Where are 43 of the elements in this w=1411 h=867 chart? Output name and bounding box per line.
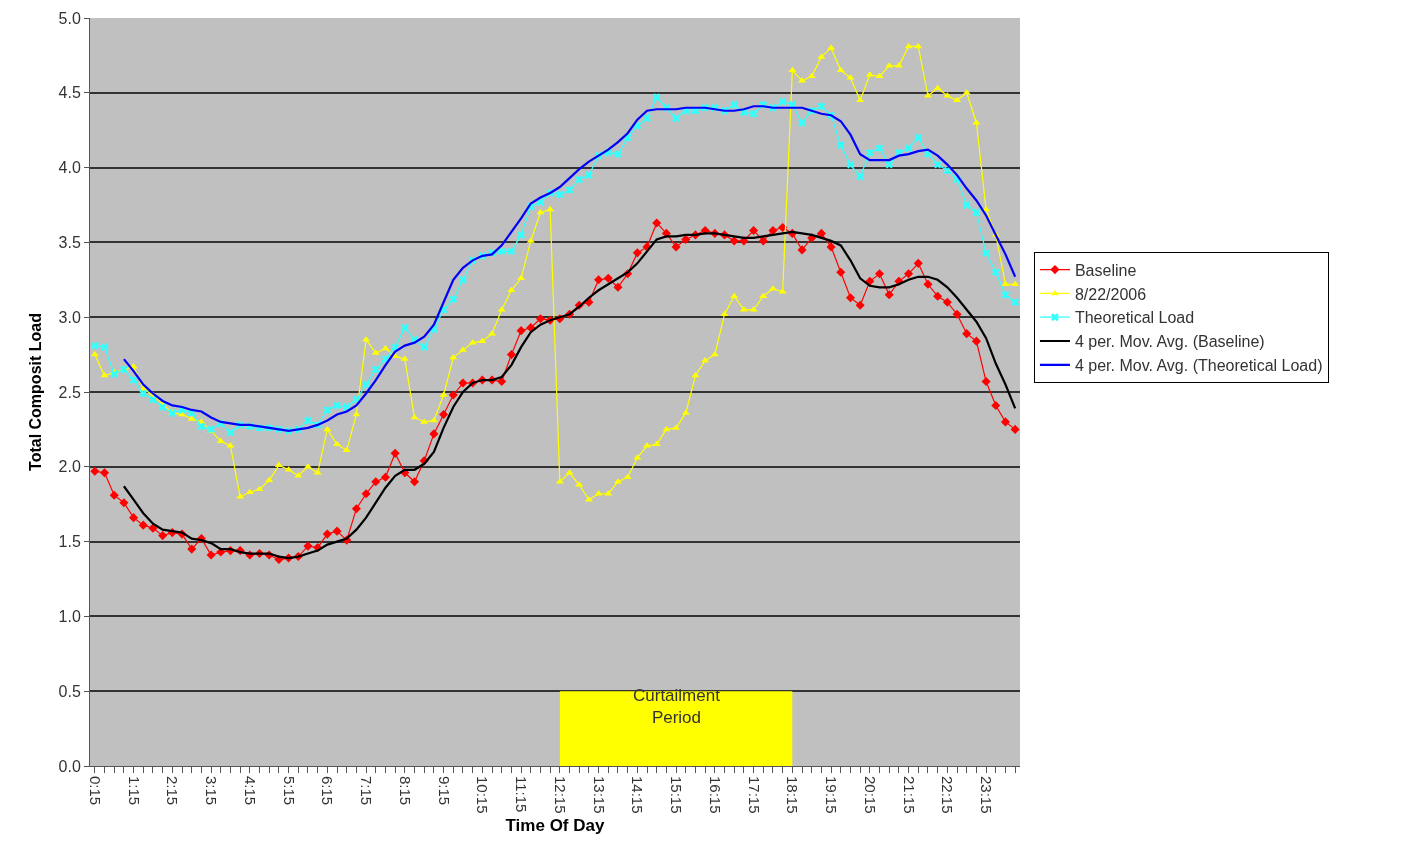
x-tick-label: 18:15 <box>784 776 802 814</box>
legend-label: 8/22/2006 <box>1074 285 1147 303</box>
x-axis-title: Time Of Day <box>505 815 605 835</box>
x-tick-label: 15:15 <box>668 776 686 814</box>
x-tick-label: 11:15 <box>513 776 531 813</box>
x-tick-label: 14:15 <box>629 776 647 814</box>
y-tick-label: 2.5 <box>58 383 81 401</box>
y-tick-label: 5.0 <box>58 9 81 27</box>
y-tick-label: 1.5 <box>58 533 81 551</box>
y-tick-label: 1.0 <box>58 608 81 625</box>
x-tick-label: 7:15 <box>358 776 376 806</box>
y-tick-label: 0.0 <box>58 757 81 775</box>
legend-label: Baseline <box>1074 261 1137 279</box>
x-tick-label: 22:15 <box>939 776 957 814</box>
x-tick-label: 2:15 <box>164 776 182 806</box>
band-label: Curtailment Period <box>633 686 721 728</box>
y-tick-label: 3.0 <box>58 308 81 326</box>
y-axis-title: Total Composit Load <box>27 313 45 471</box>
legend-label: Theoretical Load <box>1074 309 1195 327</box>
y-tick-label: 4.0 <box>58 159 81 177</box>
x-tick-label: 23:15 <box>978 776 996 814</box>
x-tick-label: 10:15 <box>474 776 492 814</box>
x-tick-label: 1:15 <box>125 776 143 806</box>
x-tick-label: 9:15 <box>435 776 453 806</box>
x-tick-label: 3:15 <box>203 776 221 806</box>
x-tick-label: 5:15 <box>280 776 298 806</box>
legend-label: 4 per. Mov. Avg. (Baseline) <box>1074 333 1265 351</box>
x-tick-label: 12:15 <box>551 776 569 814</box>
x-tick-label: 17:15 <box>745 776 763 814</box>
y-tick-label: 3.5 <box>58 234 81 251</box>
x-tick-label: 6:15 <box>319 776 337 806</box>
y-tick-label: 0.5 <box>58 682 81 700</box>
x-tick-label: 19:15 <box>823 776 841 814</box>
x-tick-label: 21:15 <box>900 776 918 814</box>
legend-label: 4 per. Mov. Avg. (Theoretical Load) <box>1074 357 1323 375</box>
x-tick-label: 4:15 <box>241 776 259 806</box>
x-tick-label: 13:15 <box>590 776 608 814</box>
y-tick-label: 2.0 <box>58 458 81 476</box>
y-tick-label: 4.5 <box>58 84 81 102</box>
x-tick-label: 20:15 <box>861 776 879 814</box>
x-tick-label: 16:15 <box>706 776 724 814</box>
x-tick-label: 0:15 <box>86 776 104 806</box>
x-tick-label: 8:15 <box>396 776 414 806</box>
